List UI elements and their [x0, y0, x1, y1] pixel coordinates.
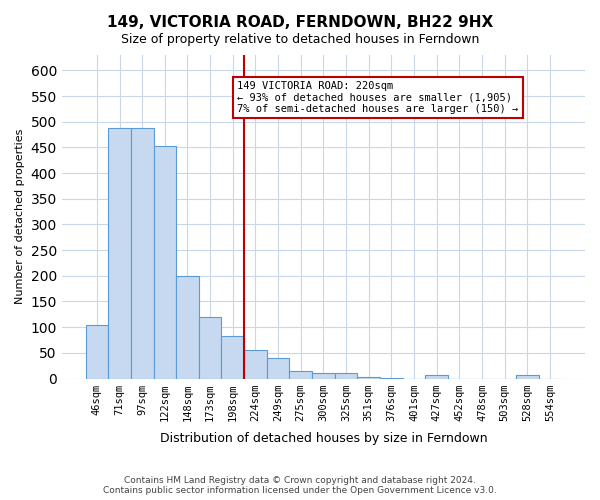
Bar: [108, 128, 131, 378]
Y-axis label: Number of detached properties: Number of detached properties: [15, 129, 25, 304]
X-axis label: Distribution of detached houses by size in Ferndown: Distribution of detached houses by size …: [160, 432, 487, 445]
Bar: [131, 128, 154, 378]
Text: Contains HM Land Registry data © Crown copyright and database right 2024.
Contai: Contains HM Land Registry data © Crown c…: [103, 476, 497, 495]
Bar: [154, 146, 176, 378]
Bar: [516, 376, 539, 378]
Bar: [358, 377, 380, 378]
Bar: [289, 371, 312, 378]
Bar: [176, 276, 199, 378]
Bar: [425, 376, 448, 378]
Text: 149 VICTORIA ROAD: 220sqm
← 93% of detached houses are smaller (1,905)
7% of sem: 149 VICTORIA ROAD: 220sqm ← 93% of detac…: [238, 80, 518, 114]
Bar: [244, 350, 267, 378]
Bar: [335, 374, 358, 378]
Bar: [221, 336, 244, 378]
Bar: [267, 358, 289, 378]
Bar: [199, 317, 221, 378]
Text: 149, VICTORIA ROAD, FERNDOWN, BH22 9HX: 149, VICTORIA ROAD, FERNDOWN, BH22 9HX: [107, 15, 493, 30]
Bar: [86, 324, 108, 378]
Bar: [312, 374, 335, 378]
Text: Size of property relative to detached houses in Ferndown: Size of property relative to detached ho…: [121, 32, 479, 46]
